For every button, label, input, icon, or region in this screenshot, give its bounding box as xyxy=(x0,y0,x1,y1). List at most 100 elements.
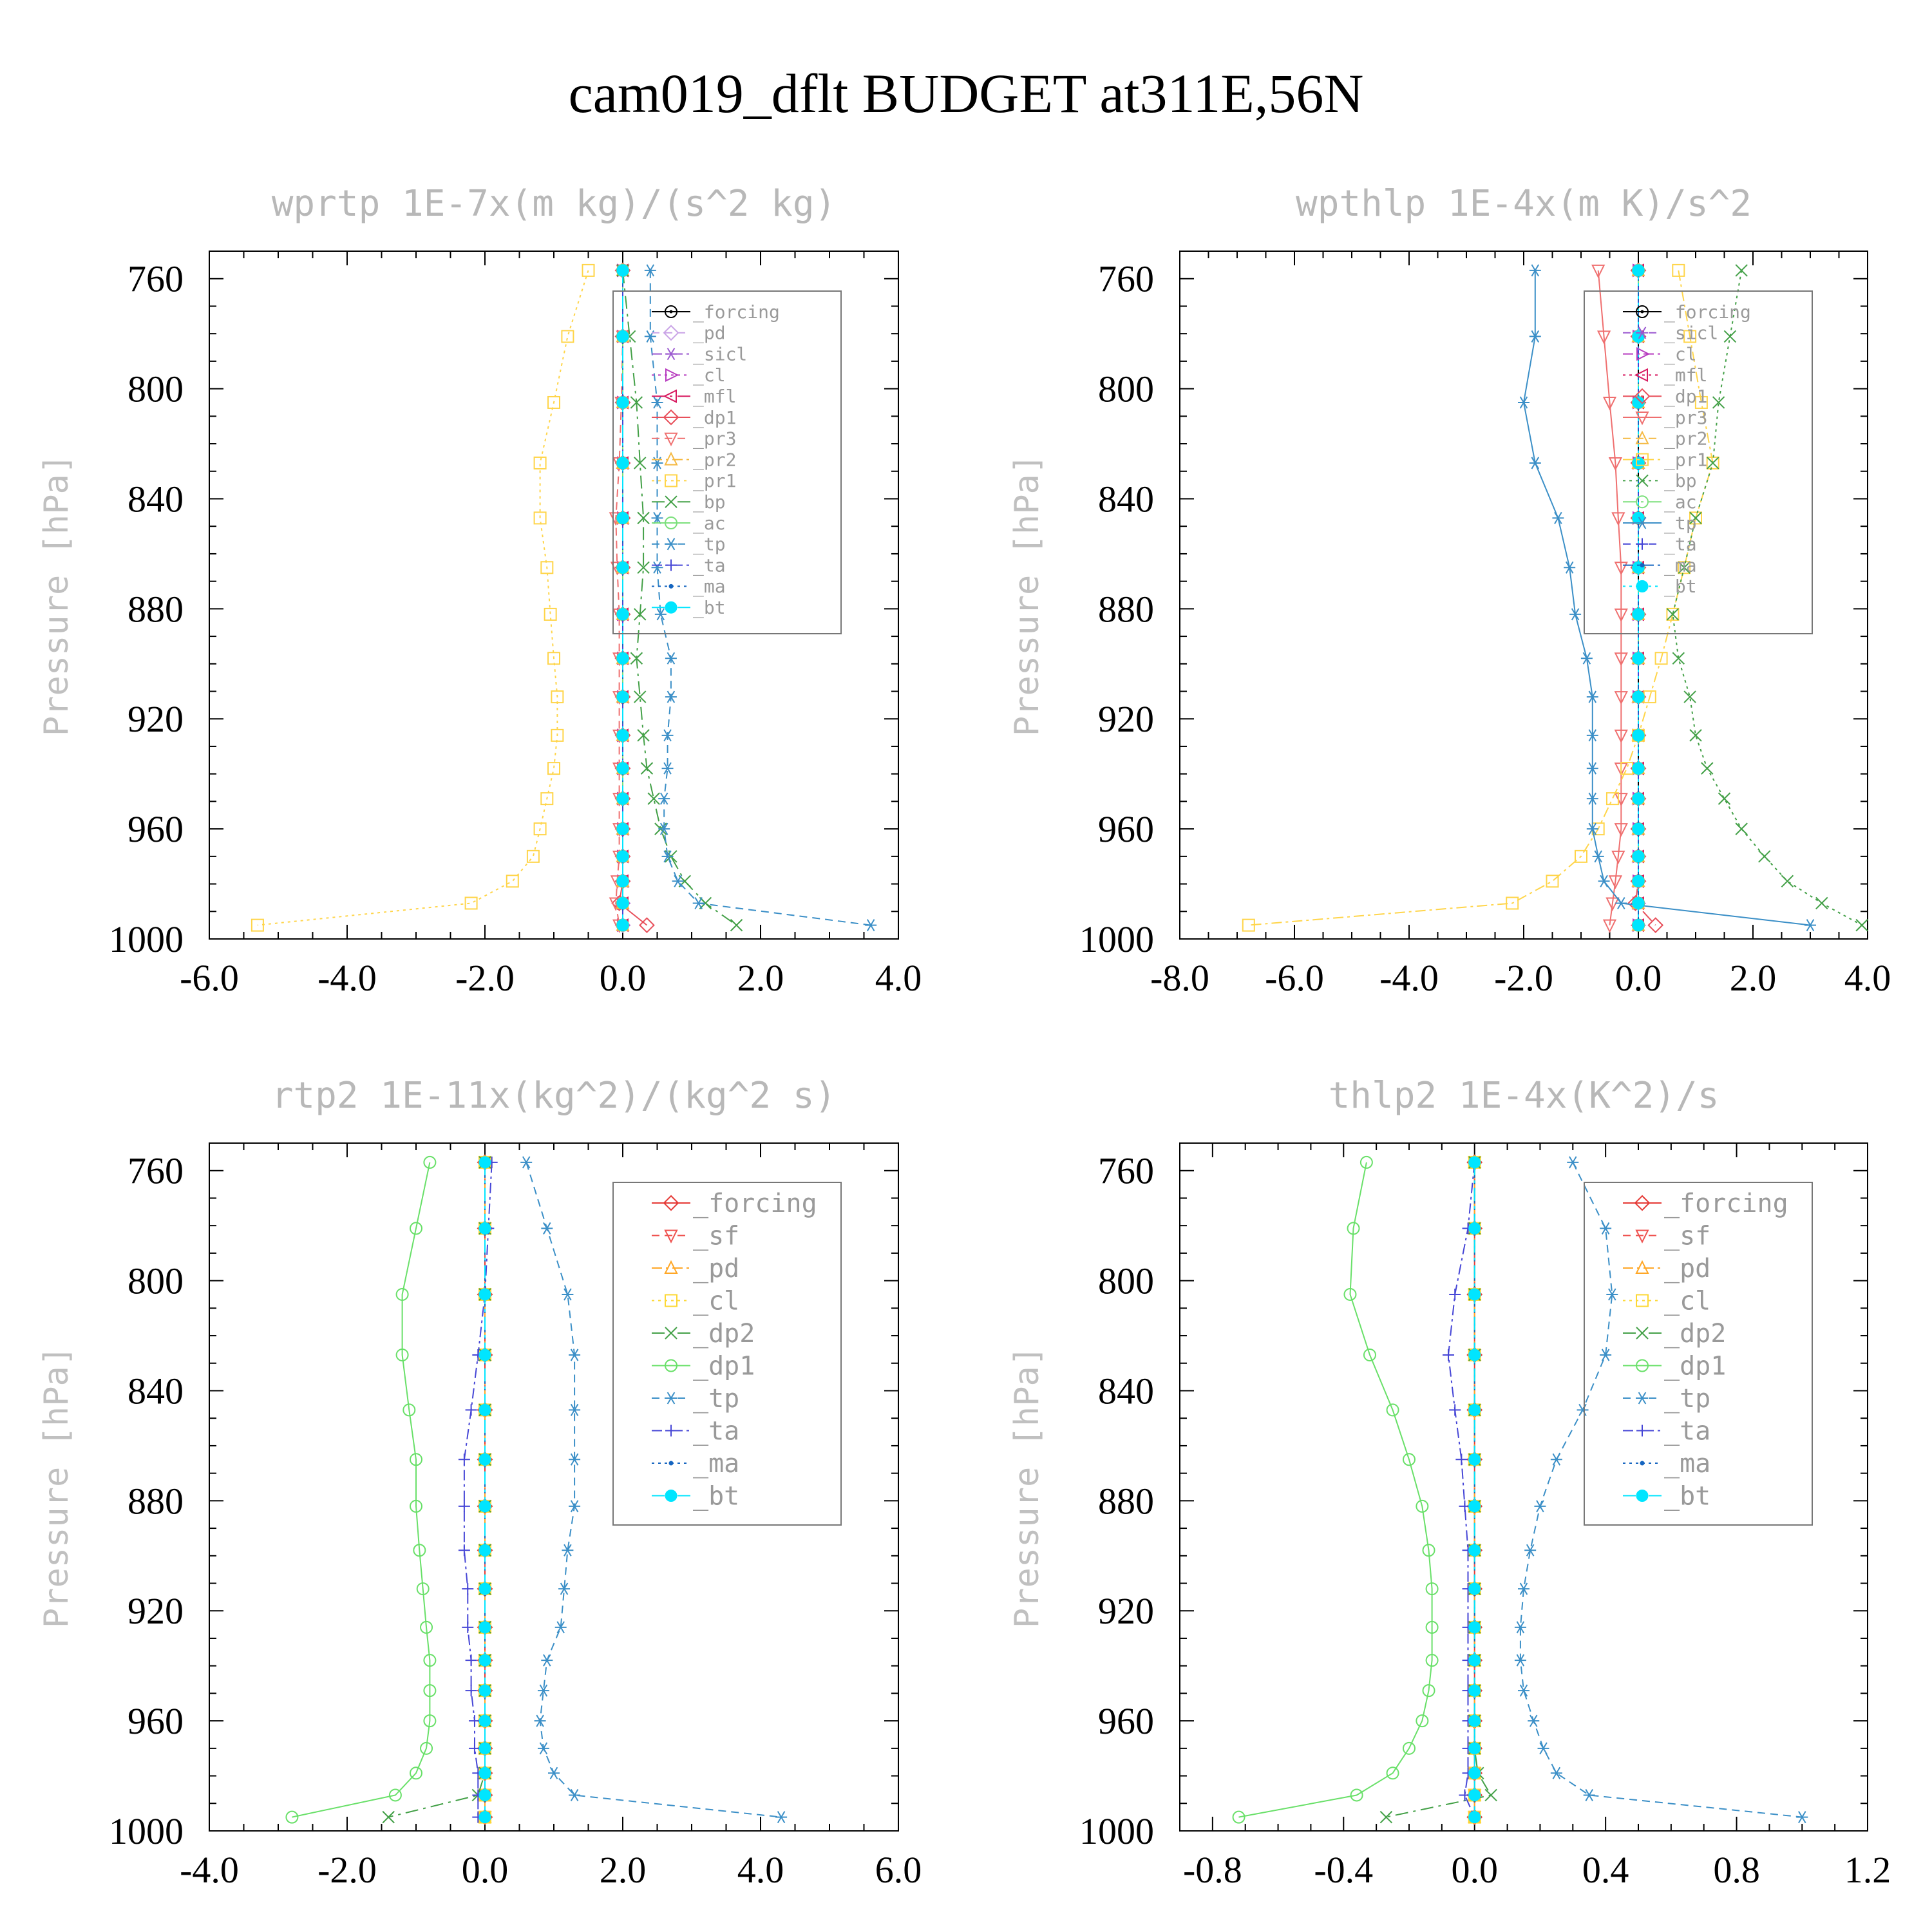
legend-item: _mfl xyxy=(1623,365,1707,386)
y-tick-label: 960 xyxy=(1098,808,1154,850)
data-point xyxy=(1518,396,1530,409)
data-point xyxy=(616,396,629,409)
data-point xyxy=(526,849,540,863)
data-point xyxy=(423,1714,437,1728)
x-tick-label: 2.0 xyxy=(1730,957,1777,999)
legend-item: _sicl xyxy=(1623,323,1718,345)
y-tick-label: 1000 xyxy=(1079,1810,1154,1852)
legend-label: _cl xyxy=(693,365,726,386)
legend-marker xyxy=(1636,538,1648,550)
data-point xyxy=(1735,264,1748,277)
data-point xyxy=(1577,1403,1589,1416)
series-line xyxy=(1386,1162,1492,1818)
legend-item: _tp xyxy=(652,1384,739,1414)
legend-marker xyxy=(1636,1327,1649,1340)
legend-marker xyxy=(665,1327,677,1340)
series-pr3 xyxy=(1591,264,1628,933)
legend-item: _dp1 xyxy=(1623,1352,1726,1381)
data-point xyxy=(468,1742,480,1754)
data-point xyxy=(1615,896,1627,909)
data-point xyxy=(1583,1788,1595,1801)
data-point xyxy=(410,1222,422,1235)
data-point xyxy=(537,1742,549,1755)
data-point xyxy=(1605,792,1619,806)
y-tick-label: 960 xyxy=(1098,1700,1154,1742)
legend-marker xyxy=(1640,1461,1645,1466)
data-point xyxy=(1781,875,1794,887)
data-point xyxy=(1591,264,1605,279)
data-point xyxy=(420,1620,433,1634)
legend-box xyxy=(612,1182,842,1526)
data-point xyxy=(616,690,629,703)
legend-label: _pr1 xyxy=(693,470,736,492)
data-point xyxy=(1608,457,1623,471)
data-point xyxy=(547,762,560,775)
data-point xyxy=(1602,396,1617,411)
legend-item: _dp1 xyxy=(652,1352,755,1381)
legend-marker xyxy=(665,495,677,508)
data-point xyxy=(416,1582,430,1596)
data-point xyxy=(1596,330,1611,345)
legend-marker xyxy=(1634,368,1648,383)
legend-label: _pr3 xyxy=(1664,407,1707,429)
data-point xyxy=(1455,1454,1468,1466)
legend-item: _sf xyxy=(1623,1222,1710,1251)
legend-marker xyxy=(664,1260,678,1274)
data-point xyxy=(630,396,643,409)
data-point xyxy=(520,1156,533,1169)
data-point xyxy=(1529,457,1541,469)
data-point xyxy=(1524,1544,1537,1557)
data-point xyxy=(637,561,650,574)
legend-label: _dp1 xyxy=(693,407,736,429)
data-point xyxy=(1600,1349,1612,1361)
data-point xyxy=(1602,919,1617,933)
data-point xyxy=(1632,652,1645,665)
legend-label: _pr3 xyxy=(693,428,736,450)
x-tick-label: 0.4 xyxy=(1582,1849,1629,1891)
legend-item: _ta xyxy=(1623,534,1697,556)
y-tick-label: 920 xyxy=(1098,1590,1154,1632)
data-point xyxy=(569,1788,581,1801)
legend-box xyxy=(612,290,842,634)
data-point xyxy=(410,1766,422,1780)
legend-item: _pd xyxy=(1623,1254,1710,1283)
data-point xyxy=(1718,792,1731,805)
legend-item: _ac xyxy=(652,513,726,535)
legend-label: _dp1 xyxy=(1664,386,1707,408)
data-point xyxy=(1425,1582,1439,1596)
y-tick-label: 800 xyxy=(1098,368,1154,410)
legend-marker xyxy=(665,474,677,488)
data-point xyxy=(1468,1684,1481,1697)
data-point xyxy=(1632,792,1645,805)
data-point xyxy=(692,896,705,909)
data-point xyxy=(1689,729,1702,742)
legend-item: _forcing xyxy=(1623,301,1751,323)
data-point xyxy=(616,729,629,742)
legend-item: _pr3 xyxy=(1623,407,1707,429)
legend-label: _sicl xyxy=(1664,323,1718,345)
legend-label: _tp xyxy=(1664,1384,1710,1414)
legend-label: _ta xyxy=(693,554,726,576)
legend-label: _pd xyxy=(1664,1254,1710,1283)
data-point xyxy=(478,1453,491,1466)
legend-label: _ta xyxy=(1664,1417,1710,1446)
data-point xyxy=(1683,690,1696,703)
y-tick-label: 760 xyxy=(128,1150,184,1192)
data-point xyxy=(658,822,670,835)
data-point xyxy=(533,822,547,836)
series-line xyxy=(1672,270,1862,926)
legend-marker xyxy=(665,516,677,529)
data-point xyxy=(672,875,684,887)
legend-marker xyxy=(1636,1425,1648,1437)
legend-label: _mfl xyxy=(1664,365,1707,386)
y-tick-label: 840 xyxy=(1098,478,1154,520)
data-point xyxy=(1815,896,1828,910)
legend-marker xyxy=(1636,327,1648,339)
legend-marker xyxy=(664,1229,678,1244)
data-point xyxy=(478,1403,491,1416)
y-tick-label: 840 xyxy=(128,478,184,520)
data-point xyxy=(1379,1810,1393,1824)
x-tick-label: 6.0 xyxy=(875,1849,922,1891)
data-point xyxy=(1514,1621,1526,1634)
